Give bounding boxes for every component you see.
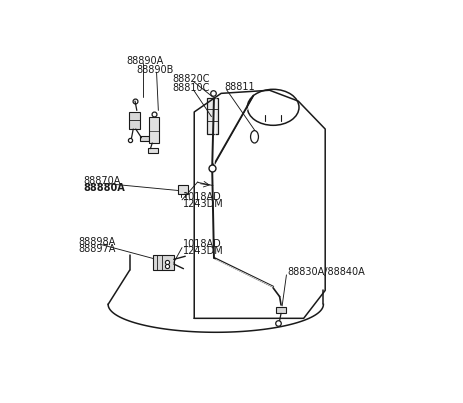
Bar	[207, 98, 218, 134]
Bar	[178, 185, 188, 194]
Text: 88811: 88811	[225, 82, 256, 92]
Text: 1018AD: 1018AD	[183, 192, 221, 202]
Text: 88870A: 88870A	[83, 176, 120, 186]
Text: 88898A: 88898A	[79, 237, 116, 247]
Text: 1018AD: 1018AD	[183, 239, 221, 249]
Text: 1243DM: 1243DM	[183, 199, 224, 208]
Text: 88890B: 88890B	[137, 65, 174, 75]
FancyBboxPatch shape	[276, 307, 286, 314]
Text: 88830A/88840A: 88830A/88840A	[288, 268, 365, 277]
Text: 88810C: 88810C	[173, 83, 210, 93]
FancyBboxPatch shape	[129, 112, 140, 129]
Text: 1243DM: 1243DM	[183, 246, 224, 256]
FancyBboxPatch shape	[140, 137, 149, 141]
Text: 88897A: 88897A	[79, 245, 116, 254]
Bar	[153, 255, 174, 270]
Bar	[150, 116, 159, 143]
Text: 88820C: 88820C	[173, 75, 210, 84]
FancyBboxPatch shape	[148, 147, 158, 153]
Text: 88890A: 88890A	[126, 56, 163, 66]
Text: 88880A: 88880A	[83, 183, 125, 193]
